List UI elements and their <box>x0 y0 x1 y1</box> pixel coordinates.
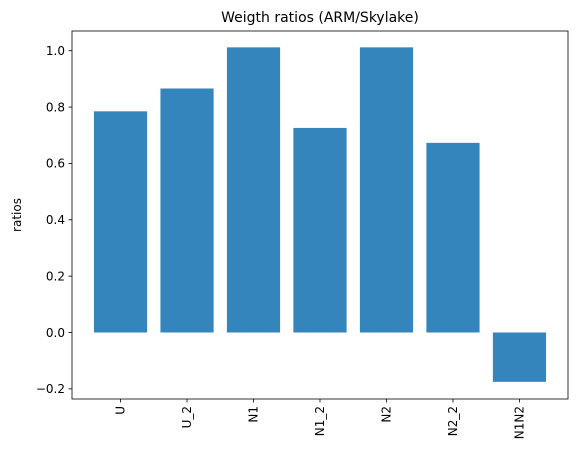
bar-n1-2 <box>293 127 347 333</box>
x-ticks: U U_2 N1 N1_2 N2 N2_2 N1N2 <box>114 399 526 439</box>
bar-n1n2 <box>492 332 547 382</box>
x-tick-label: N2_2 <box>446 406 460 436</box>
x-tick-label: N1 <box>247 406 261 423</box>
y-tick-label: −0.2 <box>36 382 65 396</box>
x-tick-label: N1N2 <box>512 406 526 439</box>
bar-n2 <box>359 47 414 333</box>
y-tick-label: 0.0 <box>46 326 65 340</box>
y-tick-label: 0.2 <box>46 269 65 283</box>
x-tick-label: N2 <box>379 406 393 423</box>
y-tick-label: 0.6 <box>46 157 65 171</box>
y-tick-label: 0.8 <box>46 100 65 114</box>
plot-bars <box>93 47 547 382</box>
bar-n2-2 <box>426 142 480 333</box>
bar-n1 <box>226 47 281 333</box>
y-ticks: −0.2 0.0 0.2 0.4 0.6 0.8 1.0 <box>36 44 72 396</box>
chart-title: Weigth ratios (ARM/Skylake) <box>221 10 419 26</box>
y-tick-label: 1.0 <box>46 44 65 58</box>
bar-u-2 <box>160 88 214 333</box>
x-tick-label: N1_2 <box>313 406 327 436</box>
y-tick-label: 0.4 <box>46 213 65 227</box>
x-tick-label: U_2 <box>180 406 194 428</box>
bar-u <box>93 111 148 333</box>
plot-frame <box>71 30 569 400</box>
y-axis-label: ratios <box>10 198 24 232</box>
x-tick-label: U <box>114 406 128 415</box>
